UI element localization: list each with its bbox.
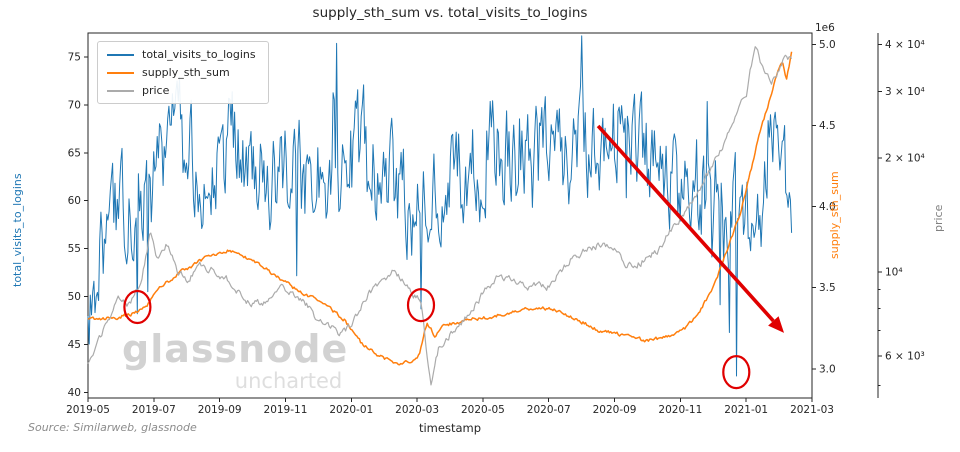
supply-tick-label: 3.5 [819, 282, 836, 294]
price-tick-label: 2 × 10⁴ [885, 153, 925, 165]
x-tick-label: 2021-01 [724, 404, 768, 416]
axes-frame [84, 32, 882, 402]
annotations [123, 124, 785, 390]
x-tick-label: 2019-11 [264, 404, 308, 416]
series-line-total_visits_to_logins [87, 35, 793, 377]
x-tick-label: 2021-03 [790, 404, 834, 416]
x-axis-label: timestamp [418, 421, 482, 435]
left-tick-label: 65 [68, 147, 81, 159]
x-tick-label: 2019-09 [198, 404, 242, 416]
legend-swatch-blue [107, 53, 134, 56]
supply-axis-label: supply_sth_sum [828, 171, 841, 259]
left-tick-label: 60 [68, 195, 81, 207]
x-tick-label: 2020-11 [658, 404, 702, 416]
left-tick-label: 45 [68, 339, 81, 351]
left-tick-label: 50 [68, 291, 81, 303]
x-tick-label: 2020-05 [461, 404, 505, 416]
supply-axis-offset: 1e6 [815, 22, 835, 34]
legend-swatch-gray [107, 89, 134, 92]
supply-tick-label: 5.0 [819, 39, 836, 51]
x-tick-label: 2020-07 [527, 404, 571, 416]
annotation-circle-3 [722, 355, 751, 390]
legend-item-price: price [107, 84, 256, 97]
x-tick-label: 2020-01 [329, 404, 373, 416]
watermark: glassnode uncharted [122, 327, 349, 393]
left-tick-label: 75 [68, 51, 81, 63]
supply-tick-label: 4.0 [819, 201, 836, 213]
price-axis-label: price [932, 204, 945, 232]
legend-label-total-visits: total_visits_to_logins [142, 48, 256, 61]
annotation-arrow-head [768, 316, 785, 333]
supply-tick-label: 3.0 [819, 363, 836, 375]
price-tick-label: 4 × 10⁴ [885, 39, 925, 51]
annotation-circle-1 [123, 289, 152, 325]
legend-swatch-orange [107, 71, 134, 74]
supply-tick-label: 4.5 [819, 120, 836, 132]
source-note: Source: Similarweb, glassnode [28, 421, 197, 434]
left-axis-label: total_visits_to_logins [11, 173, 24, 287]
series-line-price [87, 46, 793, 386]
left-tick-label: 40 [68, 387, 81, 399]
legend-label-supply: supply_sth_sum [142, 66, 230, 79]
annotation-circle-2 [406, 288, 436, 323]
price-tick-label: 10⁴ [885, 266, 903, 278]
chart-title: supply_sth_sum vs. total_visits_to_login… [312, 5, 588, 21]
legend-label-price: price [142, 84, 170, 97]
x-tick-label: 2019-07 [132, 404, 176, 416]
tick-labels: 2019-05 2019-07 2019-09 2019-11 2020-01 2020-… [66, 39, 925, 416]
watermark-line2: uncharted [234, 368, 343, 393]
legend-item-supply: supply_sth_sum [107, 66, 256, 79]
left-tick-label: 55 [68, 243, 81, 255]
watermark-line1: glassnode [122, 327, 349, 371]
x-tick-label: 2020-09 [593, 404, 637, 416]
x-tick-label: 2020-03 [395, 404, 439, 416]
legend-item-total-visits: total_visits_to_logins [107, 48, 256, 61]
price-tick-label: 6 × 10³ [885, 350, 925, 362]
legend: total_visits_to_logins supply_sth_sum pr… [97, 41, 269, 104]
series-line-supply_sth_sum [87, 51, 793, 366]
annotation-arrow-shaft [596, 124, 775, 323]
x-tick-label: 2019-05 [66, 404, 110, 416]
left-tick-label: 70 [68, 99, 81, 111]
series-lines [87, 35, 793, 386]
price-tick-label: 3 × 10⁴ [885, 86, 925, 98]
